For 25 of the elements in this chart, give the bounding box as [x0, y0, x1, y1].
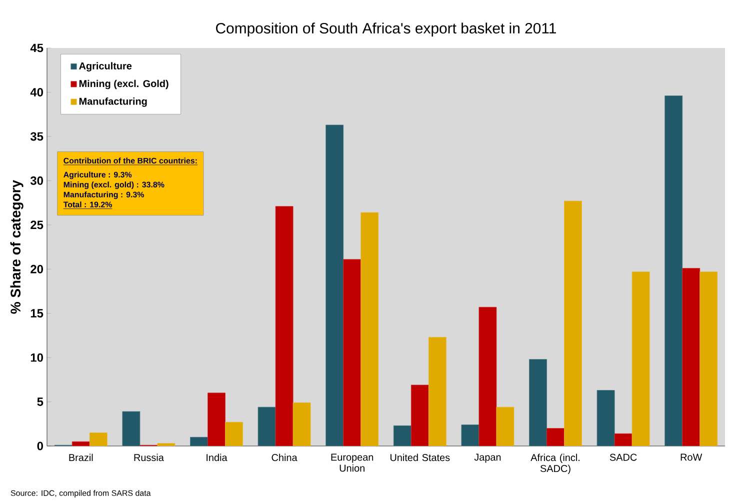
y-tick-label: 35 — [30, 132, 44, 141]
legend-label: Agriculture — [79, 62, 132, 72]
y-tick-label: 5 — [37, 398, 44, 406]
y-tick-label: 15 — [30, 309, 44, 318]
legend-label: Manufacturing — [79, 97, 147, 107]
y-tick-label: 20 — [30, 264, 43, 274]
x-tick-label: United States — [390, 454, 450, 462]
y-tick-label: 25 — [30, 220, 44, 230]
x-tick-label: Africa (incl. SADC) — [530, 454, 580, 474]
x-tick-label: SADC — [610, 454, 637, 461]
x-tick-label: China — [272, 454, 298, 462]
legend-label: Mining (excl. Gold) — [79, 80, 168, 90]
x-tick-label: Russia — [134, 454, 164, 462]
y-tick-label: 10 — [30, 353, 43, 362]
chart-title: Composition of South Africa's export basket in 2011 — [216, 22, 556, 36]
x-tick-label: European Union — [331, 454, 374, 472]
y-tick-label: 40 — [30, 88, 43, 96]
y-axis-title: % Share of category — [10, 180, 24, 314]
y-tick-label: 45 — [30, 44, 44, 52]
x-tick-label: RoW — [680, 454, 702, 461]
y-tick-label: 0 — [37, 442, 43, 450]
x-tick-label: Japan — [474, 454, 501, 463]
y-tick-label: 30 — [30, 176, 43, 185]
x-tick-label: Brazil — [69, 454, 93, 462]
x-tick-label: India — [206, 454, 228, 462]
